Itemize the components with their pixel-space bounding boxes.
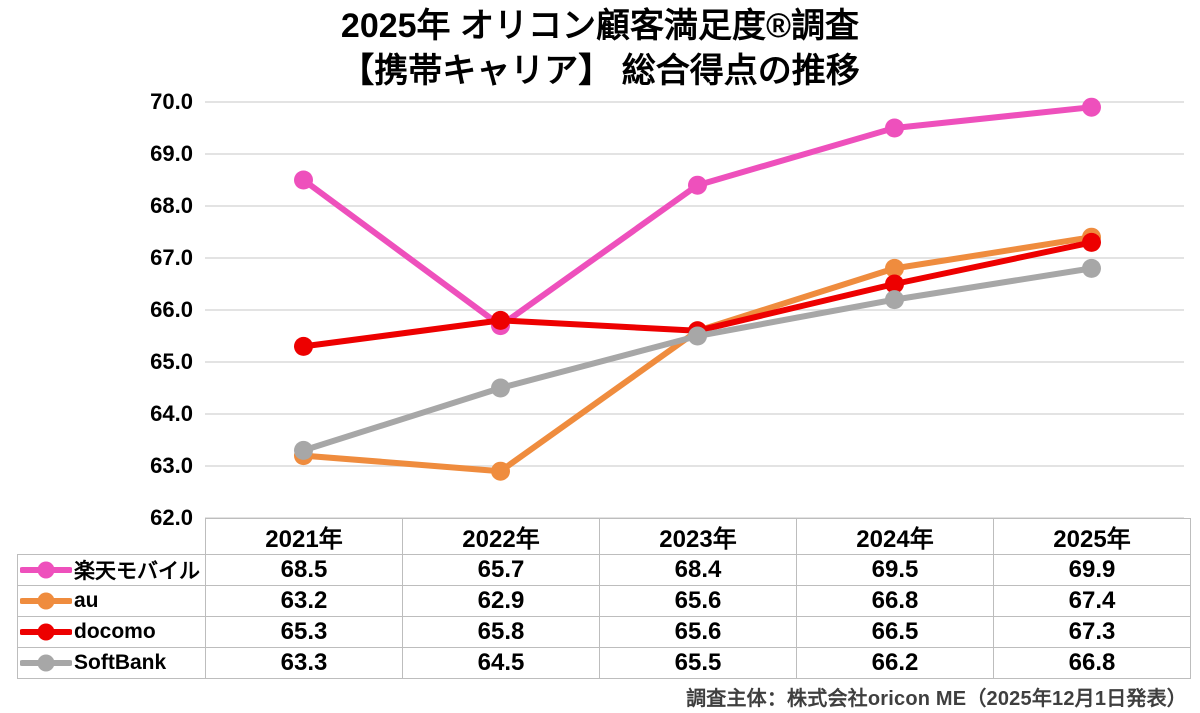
table-value-cell: 63.2 bbox=[205, 585, 403, 617]
legend-label: docomo bbox=[74, 620, 156, 643]
table-value-cell: 65.7 bbox=[402, 554, 600, 586]
table-value-cell: 68.4 bbox=[599, 554, 797, 586]
chart-title: 2025年 オリコン顧客満足度®調査 【携帯キャリア】 総合得点の推移 bbox=[0, 4, 1200, 94]
y-tick-label: 69.0 bbox=[150, 141, 193, 166]
table-value-cell: 67.4 bbox=[993, 585, 1191, 617]
chart-title-line1: 2025年 オリコン顧客満足度®調査 bbox=[340, 7, 860, 45]
table-corner-blank bbox=[18, 519, 206, 555]
table-value-cell: 65.3 bbox=[205, 616, 403, 648]
table-value-cell: 65.5 bbox=[599, 647, 797, 679]
table-value-cell: 64.5 bbox=[402, 647, 600, 679]
table-row: 楽天モバイル 68.5 65.7 68.4 69.5 69.9 bbox=[17, 554, 1191, 586]
data-point bbox=[1082, 258, 1101, 278]
series-line bbox=[300, 104, 1095, 329]
y-tick-label: 67.0 bbox=[150, 245, 193, 270]
legend-cell: 楽天モバイル bbox=[17, 554, 206, 586]
data-point bbox=[1082, 97, 1101, 117]
series-楽天モバイル bbox=[294, 97, 1101, 336]
legend-cell: au bbox=[17, 585, 206, 617]
table-value-cell: 66.8 bbox=[993, 647, 1191, 679]
data-point bbox=[885, 258, 904, 278]
table-row: docomo 65.3 65.8 65.6 66.5 67.3 bbox=[17, 616, 1191, 648]
data-point bbox=[885, 274, 904, 294]
y-tick-label: 66.0 bbox=[150, 297, 193, 322]
legend-cell: SoftBank bbox=[17, 647, 206, 679]
data-point bbox=[885, 290, 904, 310]
table-header-year: 2024年 bbox=[796, 518, 994, 555]
legend-line-marker-icon bbox=[20, 654, 72, 672]
y-tick-label: 65.0 bbox=[150, 349, 193, 374]
table-header-year: 2023年 bbox=[599, 518, 797, 555]
table-value-cell: 69.9 bbox=[993, 554, 1191, 586]
y-tick-label: 70.0 bbox=[150, 89, 193, 114]
legend-line-marker-icon bbox=[20, 592, 72, 610]
source-note: 調査主体：株式会社oricon ME（2025年12月1日発表） bbox=[686, 688, 1187, 710]
table-value-cell: 67.3 bbox=[993, 616, 1191, 648]
data-point bbox=[1082, 232, 1101, 252]
table-value-cell: 63.3 bbox=[205, 647, 403, 679]
table-value-cell: 62.9 bbox=[402, 585, 600, 617]
data-point bbox=[294, 336, 313, 356]
table-header-year: 2021年 bbox=[205, 518, 403, 555]
data-point bbox=[688, 175, 707, 195]
y-tick-label: 63.0 bbox=[150, 453, 193, 478]
data-table: 2021年 2022年 2023年 2024年 2025年 楽天モバイル 68.5 65.7 6… bbox=[17, 518, 1191, 679]
data-point bbox=[491, 378, 510, 398]
legend-line-marker-icon bbox=[20, 561, 72, 579]
table-row: au 63.2 62.9 65.6 66.8 67.4 bbox=[17, 585, 1191, 617]
series-line bbox=[300, 234, 1095, 475]
data-point bbox=[294, 170, 313, 190]
legend-cell: docomo bbox=[17, 616, 206, 648]
data-point bbox=[491, 310, 510, 330]
legend-line-marker-icon bbox=[20, 623, 72, 641]
table-row: SoftBank 63.3 64.5 65.5 66.2 66.8 bbox=[17, 647, 1191, 679]
series-SoftBank bbox=[294, 258, 1101, 460]
data-point bbox=[491, 461, 510, 481]
table-header-year: 2022年 bbox=[402, 518, 600, 555]
table-value-cell: 66.2 bbox=[796, 647, 994, 679]
table-value-cell: 69.5 bbox=[796, 554, 994, 586]
data-point bbox=[688, 326, 707, 346]
table-value-cell: 66.8 bbox=[796, 585, 994, 617]
y-tick-label: 68.0 bbox=[150, 193, 193, 218]
table-header-year: 2025年 bbox=[993, 518, 1191, 555]
table-value-cell: 66.5 bbox=[796, 616, 994, 648]
y-tick-label: 64.0 bbox=[150, 401, 193, 426]
chart-title-line2: 【携帯キャリア】 総合得点の推移 bbox=[340, 52, 860, 90]
data-point bbox=[294, 440, 313, 460]
table-value-cell: 65.8 bbox=[402, 616, 600, 648]
table-value-cell: 65.6 bbox=[599, 616, 797, 648]
legend-label: 楽天モバイル bbox=[74, 560, 200, 583]
series-line bbox=[300, 265, 1095, 454]
y-tick-label: 62.0 bbox=[150, 505, 193, 530]
table-value-cell: 65.6 bbox=[599, 585, 797, 617]
table-value-cell: 68.5 bbox=[205, 554, 403, 586]
legend-label: au bbox=[74, 589, 99, 612]
legend-label: SoftBank bbox=[74, 651, 167, 674]
data-point bbox=[885, 118, 904, 138]
